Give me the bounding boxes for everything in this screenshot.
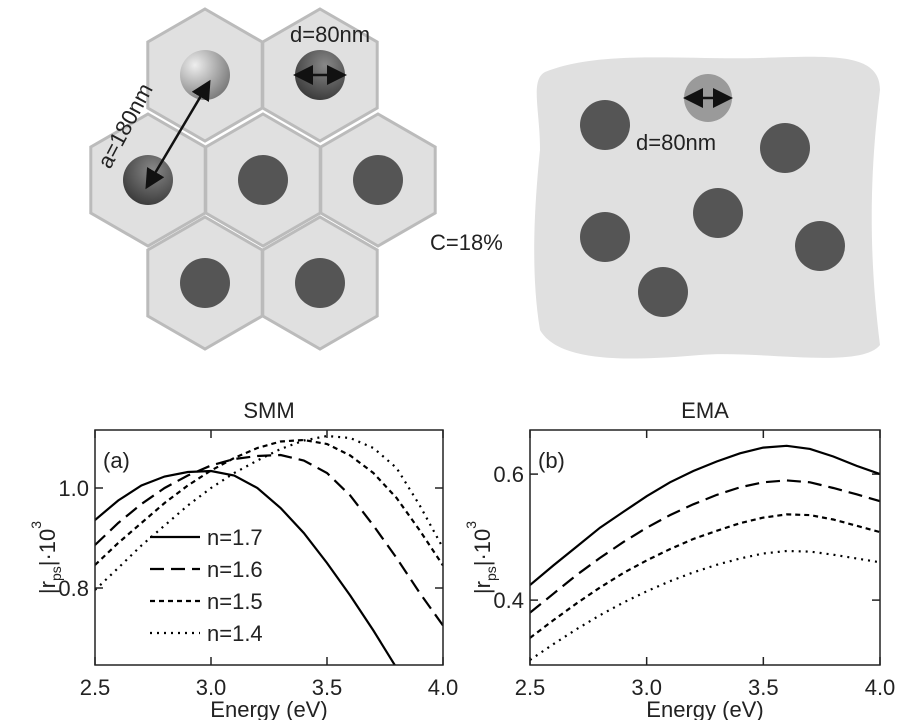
x-tick-label: 3.5 [748, 675, 779, 700]
particle [353, 155, 403, 205]
concentration-label: C=18% [430, 230, 503, 255]
y-axis-label-part: ps [483, 566, 499, 581]
panel-label: (b) [538, 448, 565, 473]
particle [180, 258, 230, 308]
x-tick-label: 3.0 [196, 675, 227, 700]
ema-diameter-label: d=80nm [636, 130, 716, 155]
legend-label: n=1.5 [207, 589, 263, 614]
y-axis-label-part: |·10 [470, 529, 495, 567]
particle [180, 50, 230, 100]
y-axis-label-part: |·10 [35, 529, 60, 567]
y-tick-label: 0.8 [58, 576, 89, 601]
y-axis-label-part: |r [35, 581, 60, 594]
y-axis-label-part: |r [470, 581, 495, 594]
x-axis-label: Energy (eV) [210, 697, 327, 720]
series-line [95, 436, 443, 590]
y-tick-label: 0.4 [493, 588, 524, 613]
y-axis-label-part: 3 [28, 521, 44, 529]
particle [123, 155, 173, 205]
y-tick-label: 0.6 [493, 462, 524, 487]
particle [238, 155, 288, 205]
y-axis-label: |rps|·103 [463, 521, 499, 594]
x-tick-label: 2.5 [515, 675, 546, 700]
series-line [530, 480, 880, 612]
x-tick-label: 3.5 [312, 675, 343, 700]
series-line [530, 446, 880, 585]
x-tick-label: 4.0 [865, 675, 896, 700]
legend-label: n=1.7 [207, 525, 263, 550]
y-axis-label-part: 3 [463, 521, 479, 529]
series-line [530, 514, 880, 638]
legend-label: n=1.4 [207, 621, 263, 646]
figure: d=80nm d=80nm a=180nm C=18% SMM(a)Energy… [0, 0, 905, 720]
x-tick-label: 2.5 [80, 675, 111, 700]
chart-title: EMA [681, 398, 729, 423]
series-line [530, 551, 880, 660]
x-axis-label: Energy (eV) [646, 697, 763, 720]
legend-label: n=1.6 [207, 557, 263, 582]
y-tick-label: 1.0 [58, 476, 89, 501]
plot-frame [95, 430, 443, 665]
chart-title: SMM [243, 398, 294, 423]
x-tick-label: 3.0 [631, 675, 662, 700]
series-line [95, 440, 443, 566]
x-tick-label: 4.0 [428, 675, 459, 700]
particle [295, 258, 345, 308]
series-line [95, 455, 443, 626]
hexagon-lattice [91, 9, 435, 349]
panel-label: (a) [103, 448, 130, 473]
smm-diameter-label: d=80nm [290, 22, 370, 47]
